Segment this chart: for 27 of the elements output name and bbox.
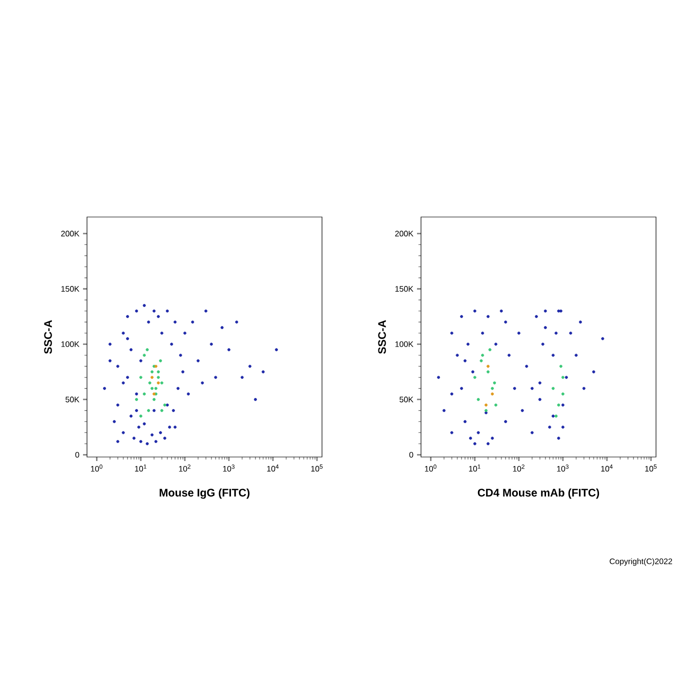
x-tick-label: 10$^{4}$ — [267, 464, 279, 472]
y-tick-label: 200K — [61, 230, 80, 236]
x-tick-label: 10$^{5}$ — [311, 464, 323, 472]
y-tick-label: 0 — [409, 452, 414, 458]
y-tick-label: 150K — [61, 286, 80, 292]
x-axis-title: Mouse IgG (FITC) — [160, 488, 250, 499]
x-tick-label: 10$^{4}$ — [601, 464, 613, 472]
y-tick-label: 200K — [395, 230, 414, 236]
x-tick-label: 10$^{5}$ — [645, 464, 657, 472]
y-axis-title: SSC-A — [44, 320, 52, 354]
y-tick-label: 50K — [66, 396, 80, 402]
x-axis-title: CD4 Mouse mAb (FITC) — [478, 488, 600, 499]
x-tick-label: 10$^{2}$ — [513, 464, 524, 472]
y-tick-label: 50K — [400, 396, 414, 402]
y-axis-title: SSC-A — [378, 320, 386, 354]
x-tick-label: 10$^{0}$ — [91, 464, 102, 472]
text: Copyright(C)2022 — [610, 558, 672, 566]
x-tick-label: 10$^{0}$ — [425, 464, 436, 472]
x-tick-label: 10$^{3}$ — [223, 464, 235, 472]
y-tick-label: 150K — [395, 286, 414, 292]
x-tick-label: 10$^{2}$ — [179, 464, 190, 472]
x-tick-label: 10$^{3}$ — [557, 464, 569, 472]
x-tick-label: 10$^{1}$ — [469, 464, 480, 472]
y-tick-label: 100K — [395, 341, 414, 348]
x-tick-label: 10$^{1}$ — [135, 464, 146, 472]
y-tick-label: 0 — [75, 452, 80, 458]
y-tick-label: 100K — [61, 341, 80, 348]
